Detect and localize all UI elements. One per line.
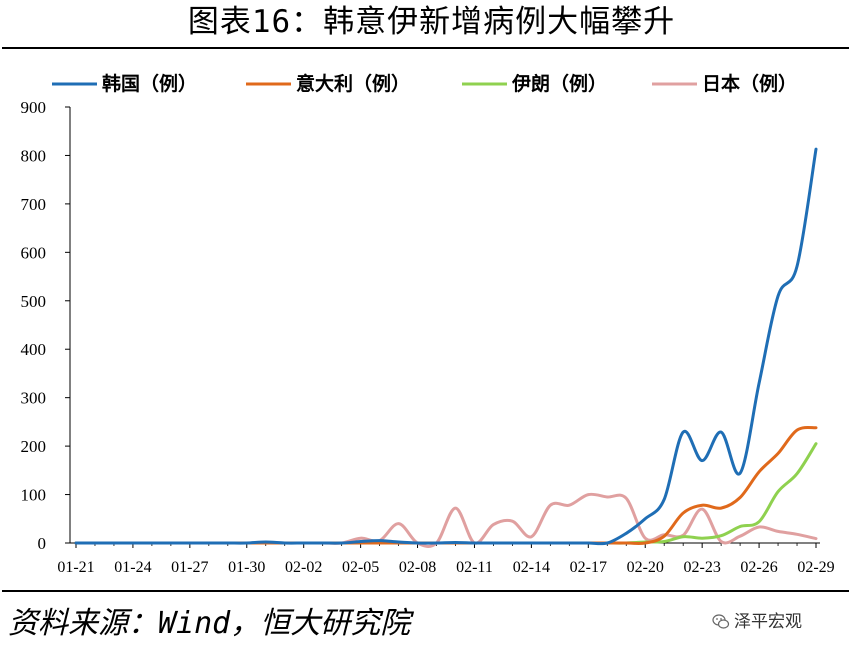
x-tick-label: 01-24 [114,559,151,576]
chart-title: 图表16：韩意伊新增病例大幅攀升 [187,4,676,40]
brand-watermark: 泽平宏观 [712,610,802,634]
x-tick-label: 02-05 [342,559,379,576]
x-tick-label: 02-08 [399,559,436,576]
wechat-icon [712,614,730,629]
legend-label-0: 韩国（例） [102,72,197,95]
y-tick-label: 600 [21,243,47,262]
x-tick-label: 02-20 [627,559,664,576]
x-tick-label: 02-02 [285,559,322,576]
y-tick-label: 0 [38,534,47,553]
y-tick-label: 200 [21,437,47,456]
x-tick-label: 02-29 [797,559,834,576]
legend-label-3: 日本（例） [702,72,797,95]
source-note: 资料来源：Wind，恒大研究院 [8,606,411,641]
x-tick-label: 02-14 [513,559,550,576]
x-tick-label: 01-27 [171,559,208,576]
y-tick-label: 400 [21,340,47,359]
x-tick-label: 02-26 [740,559,777,576]
legend-label-2: 伊朗（例） [511,72,607,95]
x-tick-label: 02-17 [570,559,607,576]
brand-label: 泽平宏观 [734,612,802,632]
series-line-0 [74,147,818,546]
y-tick-label: 800 [21,146,47,165]
x-tick-label: 01-21 [57,559,94,576]
x-tick-label: 02-11 [456,559,493,576]
series-lines [74,147,818,548]
x-tick-label: 01-30 [228,559,265,576]
y-tick-label: 500 [21,292,47,311]
top-rule [2,47,849,49]
y-tick-label: 900 [21,98,47,117]
x-tick-label: 02-23 [683,559,720,576]
y-tick-label: 300 [21,389,47,408]
y-axis: 0 100 200 300 400 500 600 700 800 900 [21,98,71,553]
line-chart: 韩国（例） 意大利（例） 伊朗（例） 日本（例） 0 100 200 300 400 500 60… [21,72,835,576]
y-tick-label: 700 [21,195,47,214]
x-axis: 01-21 01-24 01-27 01-30 02-02 02-05 02-08 02-11… [57,542,835,576]
legend-label-1: 意大利（例） [296,72,410,95]
chart-legend: 韩国（例） 意大利（例） 伊朗（例） 日本（例） [52,72,797,95]
bottom-rule [2,590,849,592]
y-tick-label: 100 [21,486,47,505]
